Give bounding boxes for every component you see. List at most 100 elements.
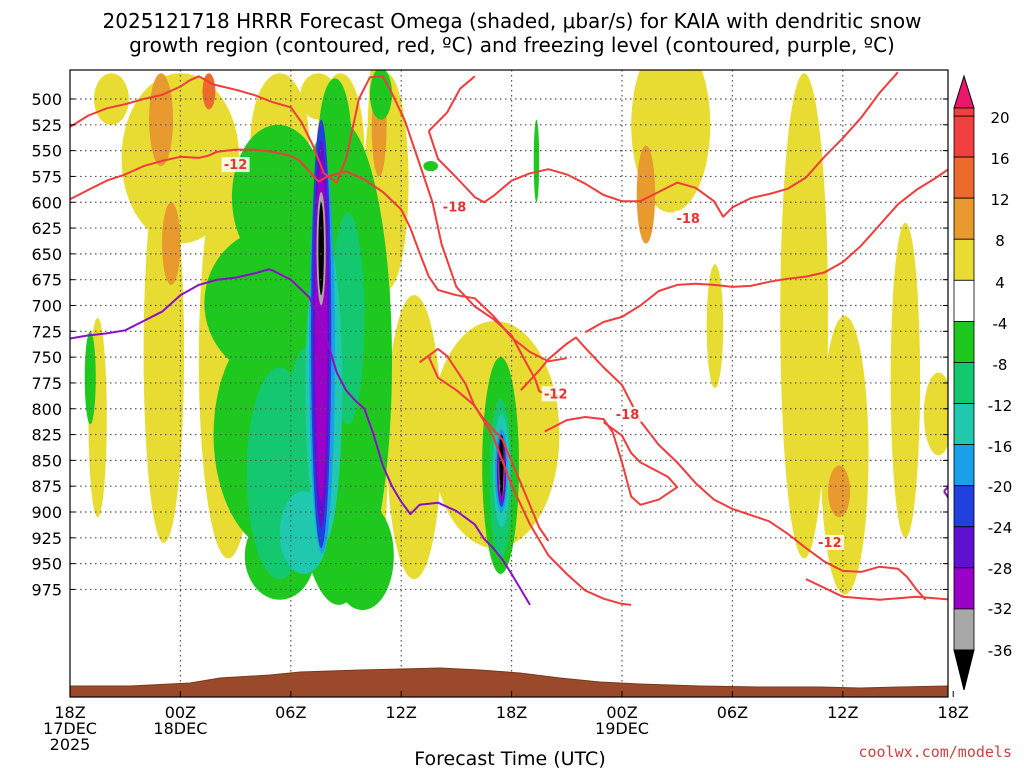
colorbar-box-0: [953, 115, 975, 158]
x-tick-label-30-0: 00Z: [606, 703, 637, 722]
x-tick-label-0-2: 2025: [50, 735, 91, 754]
freezing-level-contours: [70, 268, 948, 606]
colorbar-label-9: -20: [988, 478, 1013, 496]
contour-label-bg-0: [221, 157, 250, 173]
x-tick-label-24-0: 18Z: [496, 703, 527, 722]
x-tick-label-0-0: 18Z: [54, 703, 85, 722]
colorbar-label-6: -8: [993, 356, 1008, 374]
y-tick-label-925: 925: [31, 529, 62, 548]
contour-label-bg-4: [613, 406, 642, 422]
y-tick-label-575: 575: [31, 167, 62, 186]
colorbar-label-11: -28: [988, 560, 1013, 578]
y-tick-label-525: 525: [31, 116, 62, 135]
colorbar-box-top-extra: [953, 107, 975, 117]
y-tick-label-800: 800: [31, 400, 62, 419]
y-tick-label-600: 600: [31, 193, 62, 212]
colorbar-box-4: [953, 279, 975, 322]
grid-lines: [70, 70, 948, 697]
dendritic-contour-3: [428, 75, 476, 132]
contour-label-2: -18: [676, 212, 700, 227]
dendritic-contour-0: [70, 75, 567, 398]
colorbar-label-8: -16: [988, 438, 1013, 456]
omega-blob-22: [162, 202, 181, 285]
x-tick-label-18-0: 12Z: [386, 703, 417, 722]
contour-label-3: -12: [544, 387, 568, 402]
x-tick-label-48-0: 18Z: [938, 703, 969, 722]
freezing-level-2: [943, 490, 948, 499]
colorbar-top-arrow: [953, 74, 975, 109]
omega-blob-17: [820, 315, 869, 595]
colorbar-box-3: [953, 238, 975, 281]
y-tick-label-750: 750: [31, 348, 62, 367]
x-tick-label-12-0: 06Z: [275, 703, 306, 722]
x-tick-label-0-1: 17DEC: [43, 719, 97, 738]
plot-frame: [69, 69, 949, 698]
omega-blob-27: [828, 465, 851, 518]
contour-label-bg-2: [674, 210, 703, 226]
colorbar-label-0: 20: [990, 109, 1009, 127]
dendritic-contour-6: [544, 416, 679, 506]
dendritic-contour-1: [70, 148, 567, 363]
freezing-level-0: [70, 268, 531, 606]
colorbar: 20 16 12 8 4 -4 -8 -12 -16 -20 -24 -28 -32 -36: [953, 74, 1013, 691]
y-tick-label-725: 725: [31, 322, 62, 341]
terrain: [70, 667, 948, 697]
y-tick-label-900: 900: [31, 503, 62, 522]
dendritic-contour-2: [427, 71, 899, 218]
contour-label-bg-5: [815, 534, 844, 550]
dendritic-contour-9: [805, 578, 948, 601]
colorbar-label-1: 16: [990, 150, 1009, 168]
y-tick-label-975: 975: [31, 580, 62, 599]
y-tick-label-775: 775: [31, 374, 62, 393]
colorbar-box-10: [953, 526, 975, 569]
y-tick-label-625: 625: [31, 219, 62, 238]
colorbar-box-5: [953, 320, 975, 363]
colorbar-label-10: -24: [988, 519, 1013, 537]
credit-text: coolwx.com/models: [858, 743, 1012, 761]
omega-blob-18: [890, 222, 921, 538]
omega-blob-19: [923, 372, 948, 456]
colorbar-box-9: [953, 485, 975, 528]
colorbar-box-2: [953, 197, 975, 240]
y-tick-label-825: 825: [31, 426, 62, 445]
omega-blob-20: [149, 73, 174, 167]
y-axis: 500 525 550 575 600 625 650 675 700 725 750 775 800 8…: [31, 90, 948, 599]
omega-blob-15: [706, 264, 724, 389]
dendritic-contour-8: [584, 168, 948, 334]
dendritic-contour-5: [419, 347, 550, 542]
colorbar-box-7: [953, 403, 975, 446]
omega-blob-16: [780, 73, 829, 559]
colorbar-box-11: [953, 567, 975, 610]
omega-blob-40: [533, 119, 540, 203]
omega-blob-39: [84, 331, 96, 425]
contour-label-bg-1: [440, 199, 469, 215]
x-tick-label-6-0: 00Z: [165, 703, 196, 722]
colorbar-box-12: [953, 608, 975, 651]
omega-blob-59: [499, 434, 504, 497]
chart-title-line-2: growth region (contoured, red, ºC) and f…: [129, 33, 895, 57]
colorbar-label-4: 4: [995, 274, 1005, 292]
omega-blob-35: [331, 501, 394, 611]
y-tick-label-675: 675: [31, 271, 62, 290]
colorbar-box-1: [953, 156, 975, 199]
colorbar-label-13: -36: [988, 642, 1013, 660]
y-tick-label-500: 500: [31, 90, 62, 109]
plot-area: -12 -18 -18 -12 -18 -12: [69, 69, 949, 698]
colorbar-label-3: 8: [995, 232, 1005, 250]
colorbar-box-8: [953, 444, 975, 487]
dendritic-contour-4: [427, 356, 632, 606]
colorbar-label-7: -12: [988, 397, 1013, 415]
x-tick-label-6-1: 18DEC: [153, 719, 207, 738]
omega-blob-21: [202, 73, 216, 110]
y-tick-label-950: 950: [31, 555, 62, 574]
x-tick-label-36-0: 06Z: [717, 703, 748, 722]
omega-blob-37: [423, 160, 439, 172]
freezing-level-1: [943, 485, 948, 492]
omega-blob-58: [318, 202, 324, 296]
y-tick-label-550: 550: [31, 142, 62, 161]
contour-label-1: -18: [443, 200, 467, 215]
terrain-profile: [70, 667, 948, 697]
omega-shading: [84, 70, 948, 611]
